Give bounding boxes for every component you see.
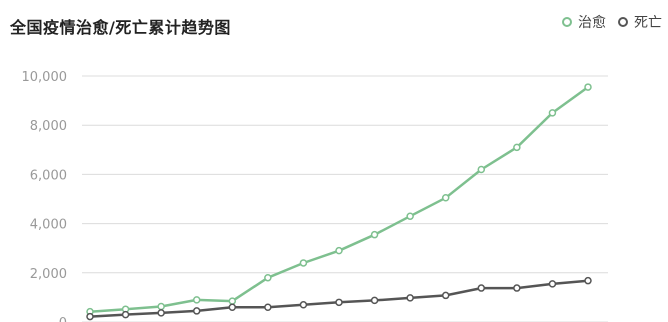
data-point xyxy=(548,109,557,117)
data-point xyxy=(441,194,450,202)
data-point xyxy=(406,212,414,220)
data-point xyxy=(299,301,308,309)
data-point xyxy=(477,284,486,292)
data-point xyxy=(370,230,379,239)
data-point xyxy=(264,273,272,282)
chart-legend: 治愈 死亡 xyxy=(562,12,662,32)
y-tick-label: 8,000 xyxy=(30,119,67,134)
y-tick-label: 0 xyxy=(59,316,67,322)
data-point xyxy=(513,143,521,152)
data-point xyxy=(584,83,592,91)
data-point xyxy=(299,259,308,267)
data-point xyxy=(86,312,94,321)
legend-marker-cured-icon xyxy=(562,17,572,27)
data-point xyxy=(192,307,201,315)
data-point xyxy=(477,165,486,174)
data-point xyxy=(121,310,130,319)
y-tick-label: 10,000 xyxy=(22,70,68,85)
data-point xyxy=(157,302,165,311)
legend-item-cured[interactable]: 治愈 xyxy=(562,12,606,32)
chart-title: 全国疫情治愈/死亡累计趋势图 xyxy=(10,18,231,37)
data-point xyxy=(584,276,592,285)
y-tick-label: 4,000 xyxy=(30,218,67,233)
data-point xyxy=(335,246,343,255)
legend-marker-deaths-icon xyxy=(618,17,628,27)
data-point xyxy=(264,303,272,311)
data-point xyxy=(406,294,414,302)
data-point xyxy=(335,298,343,307)
series-line-0 xyxy=(88,85,590,313)
legend-item-deaths[interactable]: 死亡 xyxy=(618,12,662,32)
legend-label-cured: 治愈 xyxy=(578,15,606,31)
data-point xyxy=(228,297,237,305)
data-point xyxy=(157,309,165,317)
data-point xyxy=(370,296,379,305)
data-point xyxy=(228,303,237,311)
data-point xyxy=(192,296,201,304)
data-point xyxy=(441,291,450,300)
legend-label-deaths: 死亡 xyxy=(634,15,662,31)
data-point xyxy=(548,280,557,288)
y-tick-label: 6,000 xyxy=(30,168,67,183)
y-tick-label: 2,000 xyxy=(30,267,67,282)
data-point xyxy=(513,284,521,292)
